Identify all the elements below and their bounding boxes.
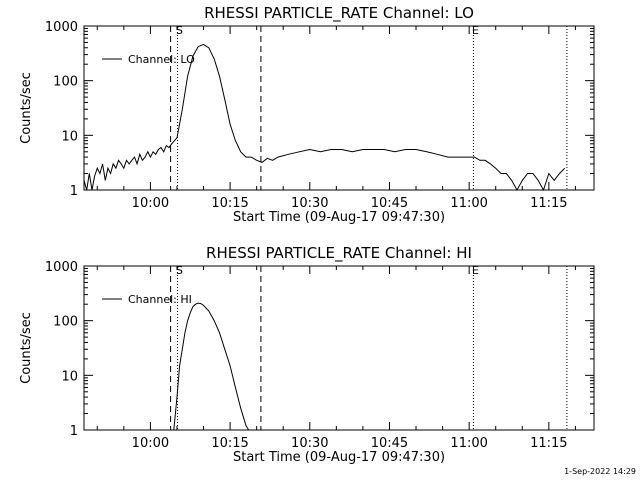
footer-date: 1-Sep-2022 14:29 — [564, 467, 636, 476]
x-tick-label: 10:00 — [132, 196, 169, 211]
x-axis-label: Start Time (09-Aug-17 09:47:30) — [233, 450, 445, 465]
y-tick-label: 10 — [61, 369, 78, 384]
panel-hi: RHESSI PARTICLE_RATE Channel: HI Start Ti… — [19, 244, 595, 465]
x-tick-label: 10:00 — [132, 436, 169, 451]
plot-frame — [83, 265, 595, 431]
y-tick-label: 10 — [61, 129, 78, 144]
panel-lo: RHESSI PARTICLE_RATE Channel: LO Start Ti… — [19, 4, 595, 225]
y-tick-label: 1000 — [45, 20, 78, 35]
x-tick-label: 10:30 — [291, 196, 328, 211]
y-axis-label: Counts/sec — [19, 312, 34, 384]
legend-label: Channel: LO — [128, 53, 195, 66]
x-tick-label: 11:00 — [450, 436, 487, 451]
x-tick-label: 11:15 — [530, 436, 567, 451]
y-tick-label: 1 — [70, 184, 78, 199]
legend-label: Channel: HI — [128, 293, 192, 306]
y-tick-label: 1 — [70, 424, 78, 439]
y-tick-label: 1000 — [45, 260, 78, 275]
series-line — [173, 302, 250, 431]
marker-label-e: E — [472, 24, 479, 37]
x-tick-label: 10:45 — [371, 436, 408, 451]
marker-label-s: S — [176, 264, 183, 277]
x-tick-label: 10:15 — [211, 436, 248, 451]
x-tick-label: 10:30 — [291, 436, 328, 451]
x-tick-label: 11:00 — [450, 196, 487, 211]
series-line — [83, 43, 566, 192]
x-tick-label: 10:45 — [371, 196, 408, 211]
marker-label-s: S — [176, 24, 183, 37]
chart-title: RHESSI PARTICLE_RATE Channel: LO — [204, 4, 474, 23]
x-tick-label: 11:15 — [530, 196, 567, 211]
chart-title: RHESSI PARTICLE_RATE Channel: HI — [206, 244, 472, 263]
y-tick-label: 100 — [53, 75, 78, 90]
y-tick-label: 100 — [53, 315, 78, 330]
y-axis-label: Counts/sec — [19, 72, 34, 144]
x-axis-label: Start Time (09-Aug-17 09:47:30) — [233, 210, 445, 225]
plot-frame — [83, 25, 595, 191]
marker-label-e: E — [472, 264, 479, 277]
x-tick-label: 10:15 — [211, 196, 248, 211]
